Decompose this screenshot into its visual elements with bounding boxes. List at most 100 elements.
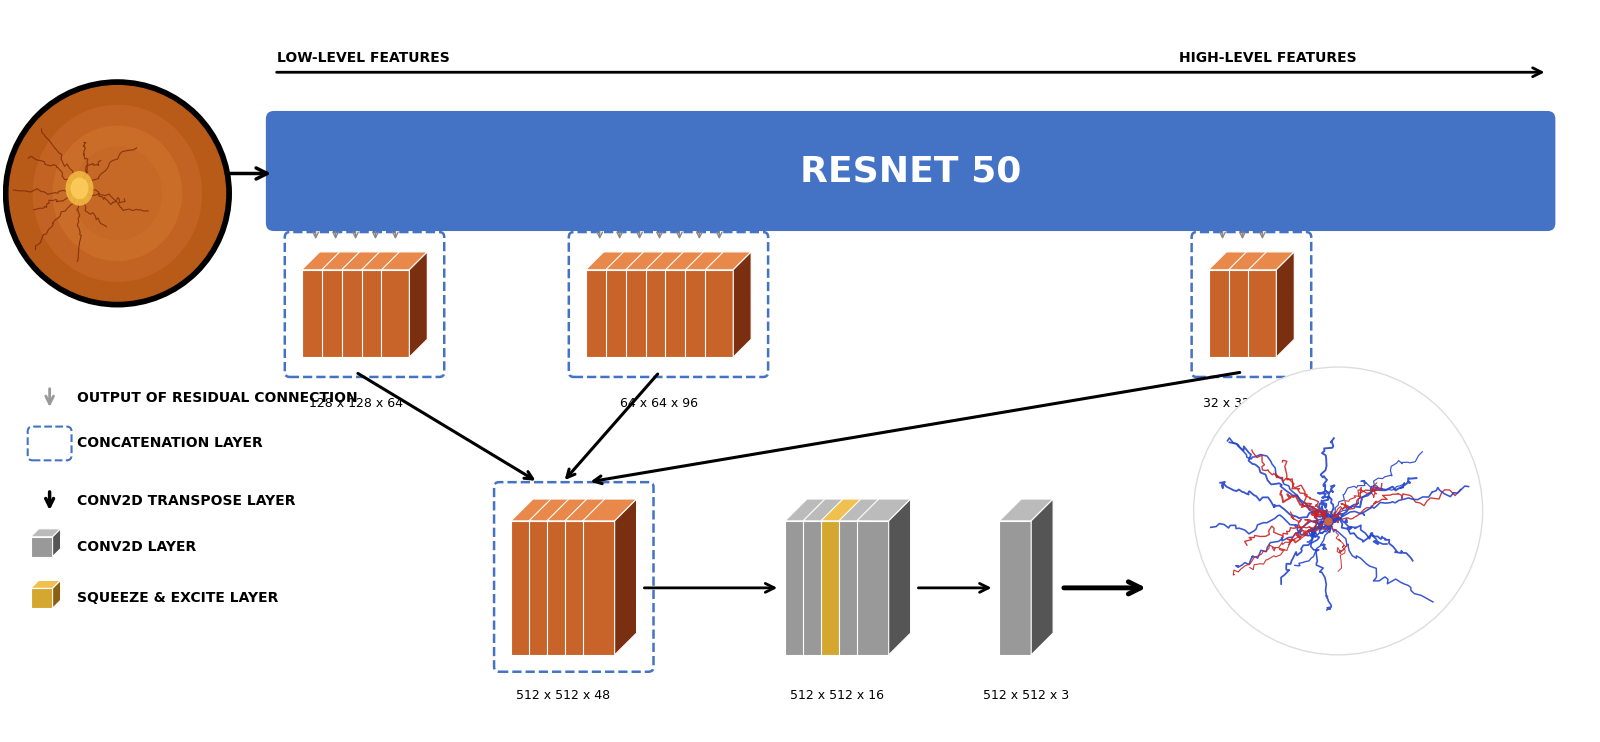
Polygon shape — [547, 521, 579, 655]
Text: 32 x 32 x 48: 32 x 32 x 48 — [1203, 397, 1282, 410]
Polygon shape — [530, 521, 562, 655]
Text: 512 x 512 x 16: 512 x 512 x 16 — [790, 689, 883, 702]
Polygon shape — [579, 499, 600, 655]
Polygon shape — [30, 529, 61, 536]
Polygon shape — [582, 499, 637, 521]
Polygon shape — [302, 270, 330, 357]
Polygon shape — [341, 252, 387, 270]
Polygon shape — [330, 252, 347, 357]
Polygon shape — [606, 270, 634, 357]
Polygon shape — [685, 270, 714, 357]
Polygon shape — [582, 521, 614, 655]
Polygon shape — [870, 499, 893, 655]
Polygon shape — [370, 252, 387, 357]
Text: 64 x 64 x 96: 64 x 64 x 96 — [621, 397, 699, 410]
Polygon shape — [542, 499, 565, 655]
Text: OUTPUT OF RESIDUAL CONNECTION: OUTPUT OF RESIDUAL CONNECTION — [77, 391, 357, 405]
Polygon shape — [818, 499, 838, 655]
Polygon shape — [1256, 252, 1274, 357]
Polygon shape — [634, 252, 651, 357]
Polygon shape — [1000, 499, 1053, 521]
Polygon shape — [838, 499, 893, 521]
Text: LOW-LEVEL FEATURES: LOW-LEVEL FEATURES — [277, 51, 450, 65]
Ellipse shape — [70, 177, 88, 200]
Polygon shape — [853, 499, 875, 655]
Polygon shape — [53, 580, 61, 608]
Polygon shape — [714, 252, 731, 357]
Polygon shape — [565, 499, 619, 521]
Polygon shape — [341, 270, 370, 357]
Polygon shape — [349, 252, 368, 357]
Ellipse shape — [8, 85, 226, 302]
Polygon shape — [674, 252, 691, 357]
Polygon shape — [362, 252, 408, 270]
Polygon shape — [389, 252, 408, 357]
Text: 512 x 512 x 48: 512 x 512 x 48 — [515, 689, 610, 702]
Polygon shape — [1000, 521, 1030, 655]
Polygon shape — [53, 529, 61, 556]
Polygon shape — [562, 499, 582, 655]
Polygon shape — [586, 270, 614, 357]
Polygon shape — [362, 270, 389, 357]
Polygon shape — [1208, 270, 1237, 357]
Polygon shape — [1248, 252, 1294, 270]
Text: 512 x 512 x 3: 512 x 512 x 3 — [982, 689, 1069, 702]
Polygon shape — [653, 252, 672, 357]
Text: CONV2D LAYER: CONV2D LAYER — [77, 539, 195, 554]
Polygon shape — [838, 521, 870, 655]
Text: 128 x 128 x 64: 128 x 128 x 64 — [309, 397, 403, 410]
Polygon shape — [1248, 270, 1277, 357]
Ellipse shape — [66, 171, 93, 206]
Polygon shape — [1229, 252, 1274, 270]
Polygon shape — [786, 499, 838, 521]
Polygon shape — [614, 499, 637, 655]
Polygon shape — [888, 499, 910, 655]
Polygon shape — [835, 499, 858, 655]
Polygon shape — [803, 521, 835, 655]
Polygon shape — [302, 252, 347, 270]
Text: SQUEEZE & EXCITE LAYER: SQUEEZE & EXCITE LAYER — [77, 591, 278, 605]
Polygon shape — [645, 270, 674, 357]
Polygon shape — [706, 270, 733, 357]
Polygon shape — [645, 252, 691, 270]
Text: HIGH-LEVEL FEATURES: HIGH-LEVEL FEATURES — [1179, 51, 1357, 65]
Polygon shape — [1208, 252, 1254, 270]
Text: RESNET 50: RESNET 50 — [800, 154, 1021, 188]
Polygon shape — [803, 499, 858, 521]
Polygon shape — [858, 521, 888, 655]
Polygon shape — [510, 499, 565, 521]
Polygon shape — [626, 270, 653, 357]
Ellipse shape — [72, 146, 162, 240]
Polygon shape — [706, 252, 750, 270]
Polygon shape — [693, 252, 712, 357]
Ellipse shape — [3, 79, 232, 307]
Polygon shape — [1229, 270, 1256, 357]
Polygon shape — [510, 521, 542, 655]
Polygon shape — [547, 499, 600, 521]
Polygon shape — [30, 536, 53, 556]
Polygon shape — [858, 499, 910, 521]
Polygon shape — [530, 499, 582, 521]
Ellipse shape — [1194, 367, 1483, 655]
Polygon shape — [322, 252, 368, 270]
Polygon shape — [821, 499, 875, 521]
Polygon shape — [786, 521, 818, 655]
Polygon shape — [821, 521, 853, 655]
Polygon shape — [30, 588, 53, 608]
Polygon shape — [1237, 252, 1254, 357]
Ellipse shape — [32, 105, 202, 282]
Polygon shape — [597, 499, 619, 655]
Polygon shape — [666, 252, 712, 270]
Polygon shape — [626, 252, 672, 270]
Polygon shape — [381, 270, 410, 357]
Polygon shape — [1030, 499, 1053, 655]
Polygon shape — [606, 252, 651, 270]
Polygon shape — [322, 270, 349, 357]
Polygon shape — [733, 252, 750, 357]
Polygon shape — [30, 580, 61, 588]
FancyBboxPatch shape — [266, 111, 1555, 231]
Ellipse shape — [53, 125, 182, 261]
Polygon shape — [586, 252, 632, 270]
Polygon shape — [410, 252, 427, 357]
Polygon shape — [614, 252, 632, 357]
